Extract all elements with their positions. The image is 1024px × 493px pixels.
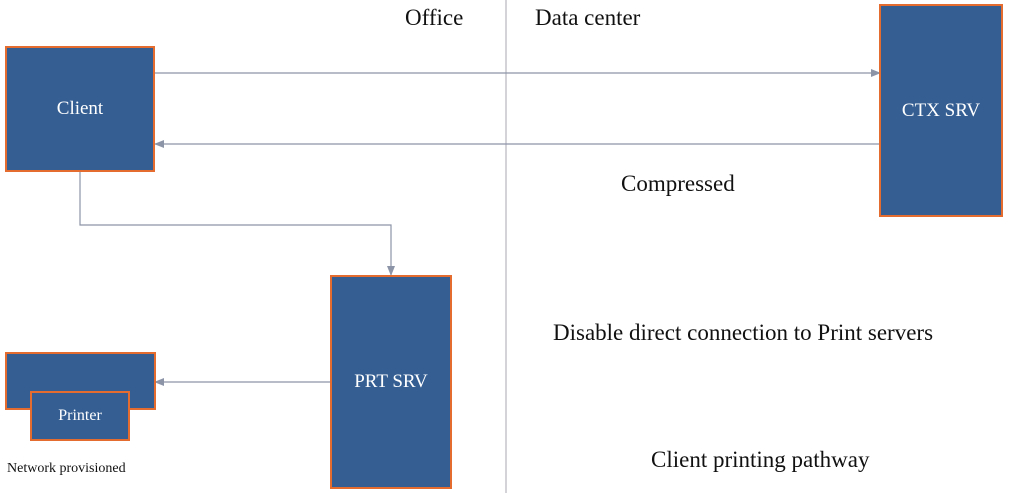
client-to-print-server-arrow (79, 172, 395, 276)
printer-node-label: Printer (58, 407, 102, 424)
datacenter-zone-label: Data center (535, 5, 641, 30)
disable-direct-annotation: Disable direct connection to Print serve… (553, 320, 934, 345)
print-server-node-label: PRT SRV (354, 371, 428, 392)
client-node[interactable]: Client (5, 46, 155, 172)
network-provisioned-annotation: Network provisioned (7, 461, 126, 476)
print-server-node[interactable]: PRT SRV (330, 275, 452, 489)
ctx-server-node-label: CTX SRV (901, 99, 981, 121)
ctx-server-node[interactable]: CTX SRV (879, 4, 1003, 217)
printer-node[interactable]: Printer (30, 391, 130, 441)
client-node-label: Client (56, 98, 104, 119)
printing-pathway-annotation: Client printing pathway (651, 447, 870, 472)
office-zone-label: Office (405, 5, 464, 30)
compressed-annotation: Compressed (621, 171, 735, 196)
